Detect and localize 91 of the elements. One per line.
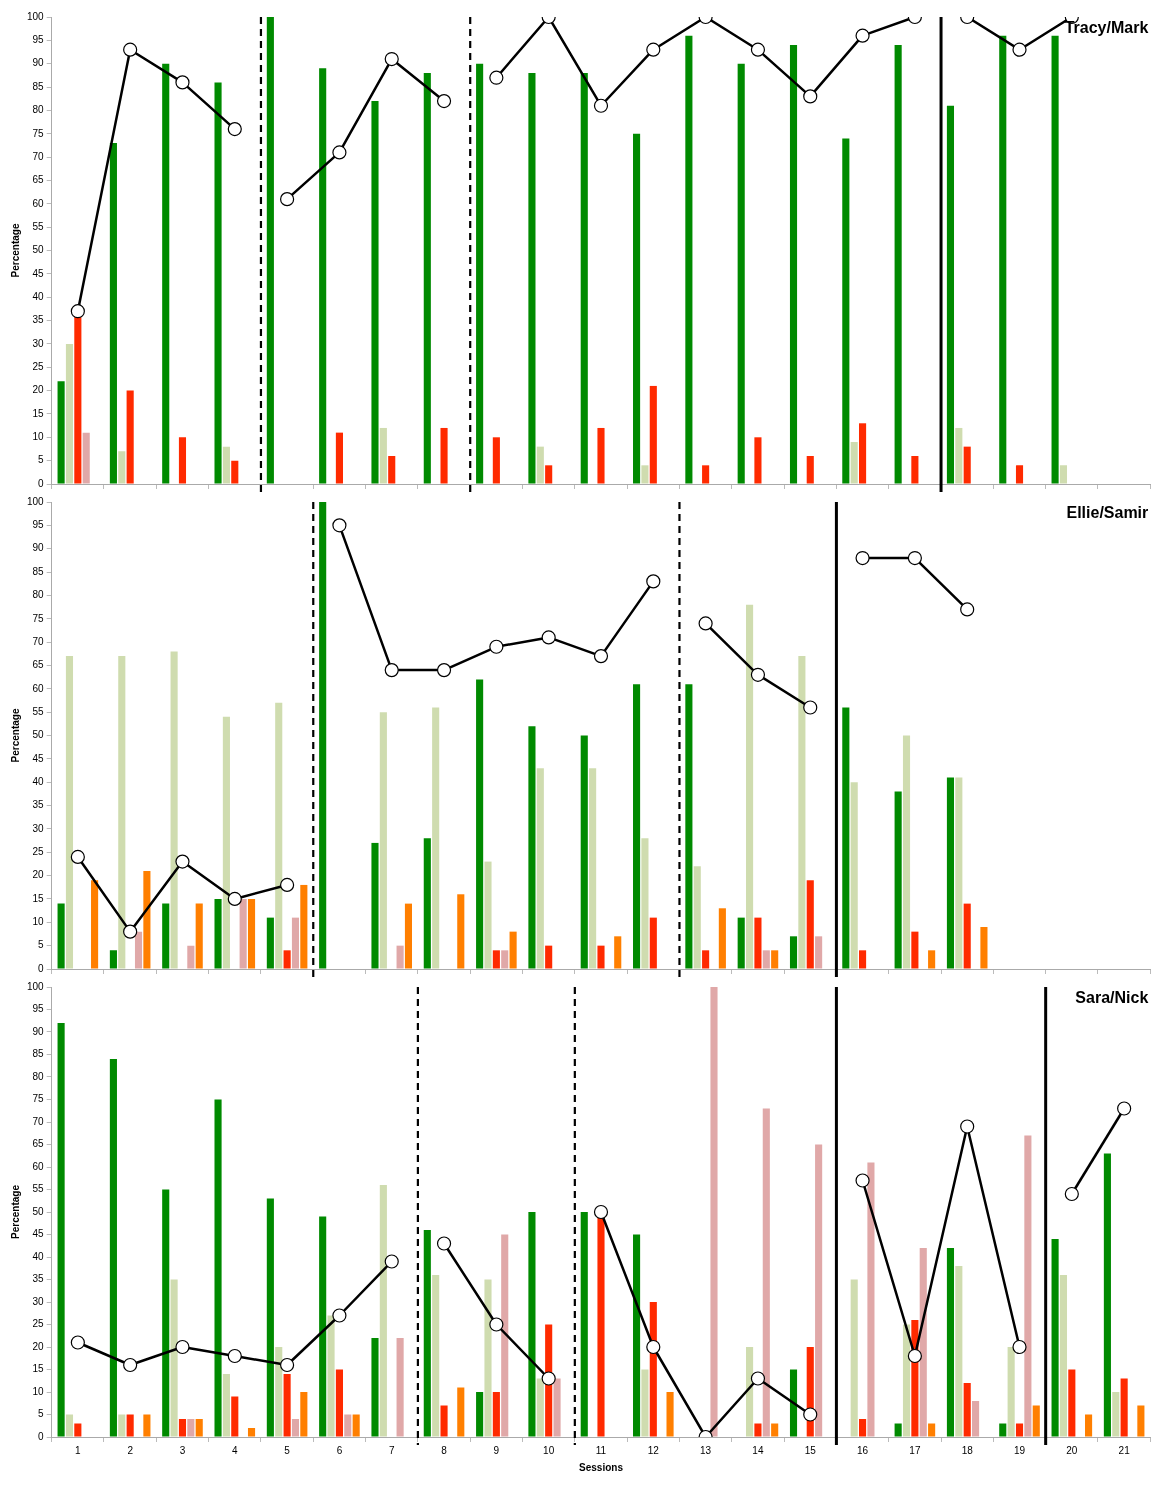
x-tick-label: 6 (336, 1444, 343, 1456)
y-tick-label: 35 (32, 799, 45, 811)
y-tick-label: 10 (32, 1385, 45, 1397)
x-tick-label: 5 (284, 1444, 291, 1456)
x-tick-label: 4 (232, 1444, 239, 1456)
y-tick-label: 65 (32, 1138, 45, 1150)
y-tick-label: 20 (32, 1340, 45, 1352)
y-tick-label: 100 (27, 495, 45, 507)
y-tick-label: 30 (32, 822, 45, 834)
y-tick-label: 95 (32, 34, 45, 46)
x-tick-label: 11 (595, 1444, 607, 1456)
y-tick-label: 85 (32, 565, 45, 577)
y-tick-label: 65 (32, 174, 45, 186)
y-tick-label: 50 (32, 1205, 45, 1217)
y-tick-label: 70 (32, 635, 45, 647)
y-tick-label: 35 (32, 314, 45, 326)
y-tick-label: 100 (27, 10, 45, 22)
y-tick-label: 85 (32, 1048, 45, 1060)
x-axis-title: Sessions (579, 1461, 624, 1473)
y-tick-label: 5 (38, 1408, 45, 1420)
y-tick-label: 25 (32, 361, 45, 372)
y-tick-label: 80 (32, 1070, 45, 1082)
chart-title: Ellie/Samir (1066, 504, 1149, 522)
x-tick-label: 3 (179, 1444, 186, 1456)
y-tick-label: 55 (32, 705, 45, 717)
x-tick-label: 10 (543, 1444, 555, 1456)
y-tick-label: 40 (32, 775, 45, 787)
y-tick-label: 15 (32, 1363, 45, 1375)
y-tick-label: 30 (32, 1295, 45, 1307)
y-tick-label: 95 (32, 519, 45, 531)
y-axis-title: Percentage (9, 1184, 21, 1239)
y-tick-label: 95 (32, 1003, 45, 1015)
y-tick-label: 10 (32, 431, 45, 443)
y-tick-label: 15 (32, 407, 45, 419)
y-tick-label: 80 (32, 589, 45, 601)
x-tick-label: 19 (1013, 1444, 1026, 1456)
y-tick-label: 25 (32, 1318, 45, 1330)
y-tick-label: 90 (32, 1025, 45, 1037)
y-tick-label: 55 (32, 1183, 45, 1195)
y-tick-label: 65 (32, 659, 45, 671)
y-tick-label: 10 (32, 916, 45, 928)
x-tick-label: 9 (493, 1444, 500, 1456)
y-tick-label: 50 (32, 244, 45, 256)
y-tick-label: 40 (32, 290, 45, 302)
y-tick-label: 5 (38, 939, 45, 951)
y-tick-label: 100 (27, 980, 45, 992)
y-tick-label: 40 (32, 1250, 45, 1262)
y-tick-label: 75 (32, 612, 45, 624)
y-tick-label: 0 (38, 477, 45, 489)
y-tick-label: 60 (32, 1160, 45, 1172)
x-tick-label: 15 (804, 1444, 817, 1456)
y-tick-label: 75 (32, 1093, 45, 1105)
y-axis-title: Percentage (9, 708, 21, 763)
y-tick-label: 60 (32, 197, 45, 209)
y-tick-label: 80 (32, 104, 45, 116)
y-tick-label: 90 (32, 57, 45, 69)
y-tick-label: 45 (32, 752, 45, 764)
chart-title: Tracy/Mark (1064, 19, 1149, 37)
y-tick-label: 70 (32, 150, 45, 162)
y-tick-label: 25 (32, 846, 45, 857)
y-tick-label: 85 (32, 80, 45, 92)
y-tick-label: 30 (32, 337, 45, 349)
y-tick-label: 0 (38, 1430, 45, 1442)
y-tick-label: 55 (32, 220, 45, 232)
y-tick-label: 50 (32, 729, 45, 741)
y-axis-title: Percentage (9, 223, 21, 278)
x-tick-label: 14 (752, 1444, 764, 1456)
y-tick-label: 45 (32, 267, 45, 279)
y-tick-label: 5 (38, 454, 45, 466)
x-tick-label: 12 (647, 1444, 660, 1456)
y-tick-label: 20 (32, 384, 45, 396)
x-tick-label: 17 (909, 1444, 921, 1456)
x-tick-label: 8 (441, 1444, 448, 1456)
x-tick-label: 1 (75, 1444, 82, 1456)
y-tick-label: 90 (32, 542, 45, 554)
y-tick-label: 0 (38, 962, 45, 974)
x-tick-label: 7 (388, 1444, 395, 1456)
y-tick-label: 35 (32, 1273, 45, 1285)
y-tick-label: 70 (32, 1115, 45, 1127)
x-tick-label: 2 (127, 1444, 134, 1456)
chart-title: Sara/Nick (1075, 989, 1149, 1007)
y-tick-label: 45 (32, 1228, 45, 1240)
x-tick-label: 13 (700, 1444, 712, 1456)
y-tick-label: 75 (32, 127, 45, 139)
x-tick-label: 18 (961, 1444, 974, 1456)
x-tick-label: 21 (1118, 1444, 1131, 1456)
x-tick-label: 16 (857, 1444, 869, 1456)
y-tick-label: 15 (32, 892, 45, 904)
y-tick-label: 60 (32, 682, 45, 694)
y-tick-label: 20 (32, 869, 45, 881)
x-tick-label: 20 (1066, 1444, 1078, 1456)
